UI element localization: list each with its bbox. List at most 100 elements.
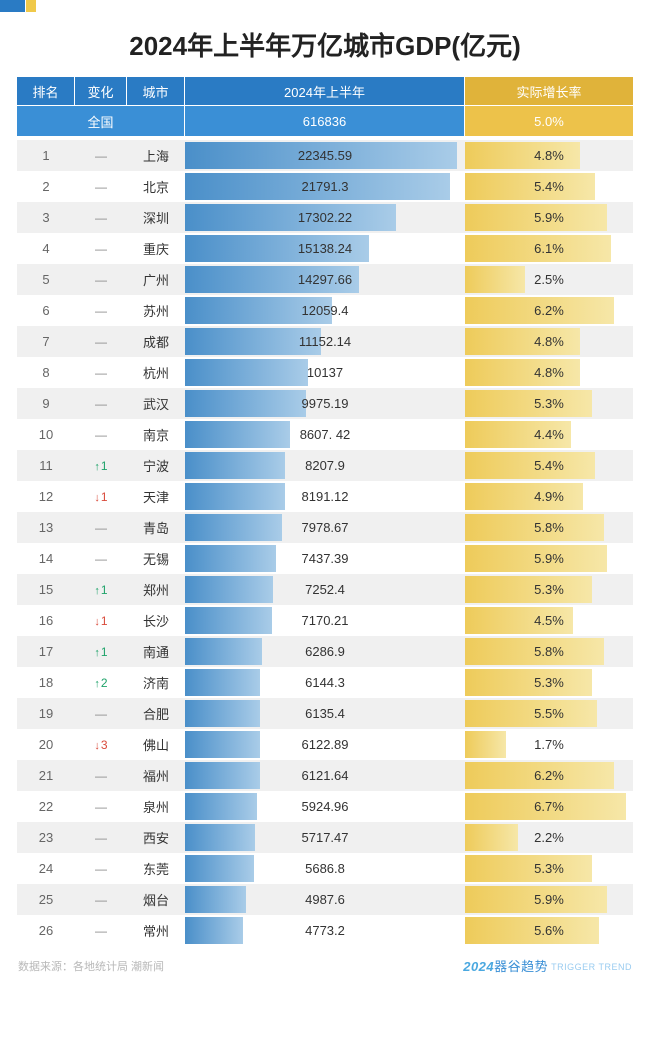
growth-value: 4.5% bbox=[465, 613, 633, 628]
city-cell: 上海 bbox=[127, 140, 185, 171]
rank-cell: 5 bbox=[17, 264, 75, 295]
growth-value: 5.3% bbox=[465, 675, 633, 690]
change-cell: — bbox=[75, 915, 127, 946]
national-label: 全国 bbox=[17, 106, 185, 136]
growth-cell: 4.4% bbox=[465, 419, 633, 450]
table-row: 3—深圳17302.225.9% bbox=[17, 202, 633, 233]
city-cell: 常州 bbox=[127, 915, 185, 946]
gdp-cell: 6144.3 bbox=[185, 667, 465, 698]
gdp-cell: 21791.3 bbox=[185, 171, 465, 202]
brand-year: 2024 bbox=[463, 959, 494, 974]
gdp-value: 5924.96 bbox=[185, 799, 465, 814]
city-cell: 重庆 bbox=[127, 233, 185, 264]
table-row: 9—武汉9975.195.3% bbox=[17, 388, 633, 419]
city-cell: 佛山 bbox=[127, 729, 185, 760]
growth-value: 2.2% bbox=[465, 830, 633, 845]
gdp-value: 7252.4 bbox=[185, 582, 465, 597]
rank-cell: 17 bbox=[17, 636, 75, 667]
gdp-value: 10137 bbox=[185, 365, 465, 380]
city-cell: 郑州 bbox=[127, 574, 185, 605]
change-cell: — bbox=[75, 822, 127, 853]
rank-cell: 8 bbox=[17, 357, 75, 388]
growth-value: 5.8% bbox=[465, 644, 633, 659]
rank-cell: 11 bbox=[17, 450, 75, 481]
rank-cell: 1 bbox=[17, 140, 75, 171]
city-cell: 福州 bbox=[127, 760, 185, 791]
growth-value: 5.3% bbox=[465, 396, 633, 411]
table-body: 1—上海22345.594.8%2—北京21791.35.4%3—深圳17302… bbox=[17, 140, 633, 946]
rank-cell: 6 bbox=[17, 295, 75, 326]
growth-cell: 5.3% bbox=[465, 574, 633, 605]
change-cell: — bbox=[75, 326, 127, 357]
change-cell: ↓3 bbox=[75, 729, 127, 760]
growth-cell: 6.2% bbox=[465, 760, 633, 791]
city-cell: 无锡 bbox=[127, 543, 185, 574]
rank-cell: 4 bbox=[17, 233, 75, 264]
table-header: 排名 变化 城市 2024年上半年 实际增长率 bbox=[17, 77, 633, 105]
top-accent bbox=[0, 0, 650, 12]
gdp-cell: 10137 bbox=[185, 357, 465, 388]
change-cell: — bbox=[75, 512, 127, 543]
gdp-cell: 6122.89 bbox=[185, 729, 465, 760]
change-cell: — bbox=[75, 543, 127, 574]
change-cell: ↓1 bbox=[75, 481, 127, 512]
growth-value: 5.9% bbox=[465, 551, 633, 566]
gdp-value: 6121.64 bbox=[185, 768, 465, 783]
city-cell: 长沙 bbox=[127, 605, 185, 636]
table-row: 18↑2济南6144.35.3% bbox=[17, 667, 633, 698]
rank-cell: 21 bbox=[17, 760, 75, 791]
rank-cell: 25 bbox=[17, 884, 75, 915]
gdp-cell: 6286.9 bbox=[185, 636, 465, 667]
gdp-cell: 15138.24 bbox=[185, 233, 465, 264]
footer: 数据来源：各地统计局 潮新闻 2024器谷趋势TRIGGER TREND bbox=[0, 946, 650, 991]
city-cell: 杭州 bbox=[127, 357, 185, 388]
gdp-cell: 5717.47 bbox=[185, 822, 465, 853]
growth-value: 5.8% bbox=[465, 520, 633, 535]
rank-cell: 23 bbox=[17, 822, 75, 853]
rank-cell: 20 bbox=[17, 729, 75, 760]
change-cell: — bbox=[75, 357, 127, 388]
gdp-cell: 12059.4 bbox=[185, 295, 465, 326]
change-cell: ↑2 bbox=[75, 667, 127, 698]
city-cell: 泉州 bbox=[127, 791, 185, 822]
growth-value: 5.5% bbox=[465, 706, 633, 721]
gdp-value: 8191.12 bbox=[185, 489, 465, 504]
table-row: 11↑1宁波8207.95.4% bbox=[17, 450, 633, 481]
gdp-cell: 4773.2 bbox=[185, 915, 465, 946]
gdp-value: 22345.59 bbox=[185, 148, 465, 163]
table-row: 16↓1长沙7170.214.5% bbox=[17, 605, 633, 636]
rank-cell: 9 bbox=[17, 388, 75, 419]
growth-value: 2.5% bbox=[465, 272, 633, 287]
growth-cell: 4.5% bbox=[465, 605, 633, 636]
growth-cell: 5.3% bbox=[465, 388, 633, 419]
gdp-value: 12059.4 bbox=[185, 303, 465, 318]
table-row: 8—杭州101374.8% bbox=[17, 357, 633, 388]
col-growth: 实际增长率 bbox=[465, 77, 633, 105]
growth-cell: 4.8% bbox=[465, 140, 633, 171]
change-cell: — bbox=[75, 419, 127, 450]
growth-cell: 2.2% bbox=[465, 822, 633, 853]
city-cell: 宁波 bbox=[127, 450, 185, 481]
change-cell: — bbox=[75, 884, 127, 915]
growth-value: 4.8% bbox=[465, 365, 633, 380]
rank-cell: 19 bbox=[17, 698, 75, 729]
change-cell: ↑1 bbox=[75, 450, 127, 481]
gdp-cell: 5924.96 bbox=[185, 791, 465, 822]
rank-cell: 2 bbox=[17, 171, 75, 202]
growth-cell: 6.7% bbox=[465, 791, 633, 822]
brand-cn: 器谷趋势 bbox=[494, 959, 548, 974]
table-row: 15↑1郑州7252.45.3% bbox=[17, 574, 633, 605]
growth-value: 6.2% bbox=[465, 768, 633, 783]
gdp-cell: 7437.39 bbox=[185, 543, 465, 574]
growth-cell: 5.4% bbox=[465, 450, 633, 481]
growth-cell: 1.7% bbox=[465, 729, 633, 760]
gdp-cell: 22345.59 bbox=[185, 140, 465, 171]
city-cell: 合肥 bbox=[127, 698, 185, 729]
rank-cell: 24 bbox=[17, 853, 75, 884]
growth-cell: 2.5% bbox=[465, 264, 633, 295]
city-cell: 济南 bbox=[127, 667, 185, 698]
table-row: 14—无锡7437.395.9% bbox=[17, 543, 633, 574]
table-row: 4—重庆15138.246.1% bbox=[17, 233, 633, 264]
gdp-value: 4987.6 bbox=[185, 892, 465, 907]
change-cell: ↑1 bbox=[75, 636, 127, 667]
